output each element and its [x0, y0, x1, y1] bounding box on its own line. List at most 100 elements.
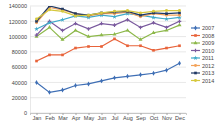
y-tick-label: 40000 — [12, 80, 27, 86]
series-marker — [73, 28, 77, 31]
plot-area: 020000400006000080000100000120000140000J… — [9, 3, 187, 121]
y-tick: 120000 — [9, 19, 30, 25]
series-marker — [48, 6, 51, 7]
y-tick: 80000 — [12, 49, 30, 55]
series-marker — [126, 74, 129, 79]
series-marker — [113, 23, 117, 27]
series-marker — [34, 34, 38, 37]
x-tick-label: Nov — [162, 115, 172, 121]
series-marker — [139, 11, 142, 14]
y-tick-label: 120000 — [9, 19, 27, 25]
series-marker — [165, 26, 169, 30]
series-marker — [35, 17, 38, 20]
legend-marker — [194, 49, 198, 53]
series-marker — [151, 15, 156, 20]
x-tick: Sep — [136, 113, 146, 121]
y-tick-label: 60000 — [12, 64, 27, 70]
series-line — [37, 14, 180, 29]
series-marker — [139, 44, 142, 47]
legend-label: 2010 — [202, 48, 214, 54]
legend-entry: 2014 — [191, 78, 214, 84]
y-axis-line — [30, 7, 31, 114]
legend-label: 2013 — [202, 70, 214, 76]
series-marker — [164, 16, 169, 21]
x-tick: Jan — [33, 113, 42, 121]
legend-label: 2008 — [202, 33, 214, 39]
series-marker — [100, 11, 103, 14]
series-marker — [100, 12, 103, 15]
y-tick-label: 140000 — [9, 3, 27, 9]
grid-line — [30, 51, 186, 52]
series-marker — [87, 14, 90, 17]
series-marker — [99, 33, 103, 36]
series-marker — [100, 12, 103, 15]
series-marker — [60, 37, 64, 40]
series-marker — [60, 17, 65, 22]
series-marker — [165, 47, 168, 50]
series-marker — [126, 44, 129, 47]
grid-line — [30, 97, 186, 98]
series-marker — [152, 49, 155, 52]
series-marker — [151, 30, 155, 33]
x-tick: Apr — [72, 113, 81, 121]
legend-swatch — [191, 80, 200, 81]
legend-swatch — [191, 35, 200, 36]
y-tick-label: 20000 — [12, 95, 27, 101]
y-axis: 020000400006000080000100000120000140000 — [9, 3, 31, 116]
series-marker — [178, 20, 182, 24]
series-marker — [113, 38, 116, 41]
series-marker — [100, 78, 103, 83]
x-tick-label: Jun — [98, 115, 107, 121]
series-marker — [74, 47, 77, 50]
y-tick: 40000 — [12, 80, 30, 86]
series-line — [37, 63, 180, 92]
legend-swatch — [191, 65, 200, 66]
legend: 20072008200920102011201220132014 — [191, 25, 214, 84]
series-marker — [47, 20, 52, 25]
series-marker — [35, 33, 39, 37]
series-marker — [47, 25, 51, 28]
series-marker — [113, 11, 116, 14]
series-marker — [177, 23, 181, 26]
chart: 020000400006000080000100000120000140000J… — [0, 0, 220, 125]
y-tick-label: 80000 — [12, 49, 27, 55]
x-axis: JanFebMarAprMayJunJulAugSepOctNovDec — [31, 113, 187, 121]
x-tick-label: Apr — [72, 115, 81, 121]
series-marker — [86, 34, 90, 37]
series-marker — [74, 83, 77, 88]
legend-entry: 2009 — [191, 40, 214, 46]
series-marker — [34, 26, 39, 31]
series-line — [37, 20, 180, 35]
x-tick-label: Mar — [58, 115, 68, 121]
series-marker — [139, 72, 142, 77]
legend-marker — [194, 64, 197, 67]
series-marker — [61, 54, 64, 57]
x-tick-label: Sep — [136, 115, 146, 121]
series-line — [37, 8, 180, 23]
x-tick: Jul — [111, 113, 118, 121]
series-marker — [178, 61, 181, 66]
legend-marker — [194, 72, 197, 75]
y-tick: 140000 — [9, 3, 30, 9]
series-marker — [100, 45, 103, 48]
series-marker — [112, 32, 116, 35]
series-line — [37, 10, 180, 19]
y-tick: 60000 — [12, 64, 30, 70]
series-marker — [35, 80, 38, 85]
series-marker — [178, 9, 181, 12]
legend-marker — [194, 79, 197, 82]
x-tick-label: Aug — [123, 115, 133, 121]
series-marker — [126, 10, 129, 13]
x-tick-label: Feb — [45, 115, 54, 121]
series-marker — [61, 29, 65, 33]
legend-marker — [193, 41, 197, 44]
series-marker — [87, 14, 90, 17]
grid-line — [30, 82, 186, 83]
series-marker — [74, 22, 78, 26]
legend-label: 2011 — [202, 55, 214, 61]
series-marker — [61, 88, 64, 93]
series-marker — [48, 54, 51, 57]
legend-marker — [194, 26, 197, 31]
legend-label: 2007 — [202, 25, 214, 31]
legend-entry: 2013 — [191, 70, 214, 76]
